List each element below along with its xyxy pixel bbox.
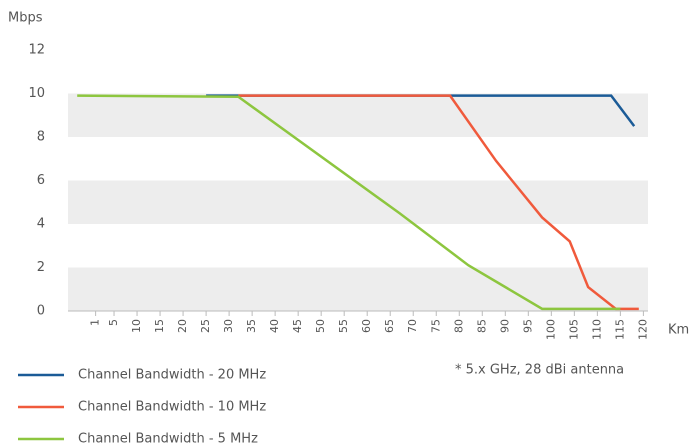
x-tick-label: 65 [383,319,396,333]
x-tick-label: 90 [498,319,511,333]
x-tick-label: 30 [222,319,235,333]
x-tick-label: 75 [429,319,442,333]
x-tick-label: 45 [291,319,304,333]
series-line [77,94,621,311]
y-tick-label: 8 [37,130,45,145]
x-tick-label: 95 [521,319,534,333]
x-tick-label: 105 [567,319,580,340]
y-tick-label: 10 [28,86,45,101]
annotation: * 5.x GHz, 28 dBi antenna [455,363,624,378]
x-tick-label: 10 [130,319,143,333]
x-tick-label: 5 [107,319,120,326]
x-tick-label: 1 [89,319,102,326]
legend-label: Channel Bandwidth - 5 MHz [78,432,258,447]
legend-label: Channel Bandwidth - 20 MHz [78,368,266,383]
x-tick-label: 100 [544,319,557,340]
band [68,180,648,224]
series-line [238,94,639,311]
y-tick-label: 12 [28,43,45,58]
x-tick-label: 50 [314,319,327,333]
y-tick-label: 4 [37,217,45,232]
x-tick-label: 80 [452,319,465,333]
x-tick-label: 115 [613,319,626,340]
band [68,267,648,311]
legend-label: Channel Bandwidth - 10 MHz [78,400,266,415]
x-tick-label: 35 [245,319,258,333]
x-tick-label: 70 [406,319,419,333]
x-tick-label: 60 [360,319,373,333]
x-tick-label: 20 [176,319,189,333]
x-tick-label: 25 [199,319,212,333]
band [68,93,648,137]
y-tick-label: 2 [37,260,45,275]
x-tick-label: 15 [153,319,166,333]
y-axis-label: Mbps [8,11,43,26]
x-tick-label: 110 [590,319,603,340]
x-tick-label: 85 [475,319,488,333]
x-axis-label: Km [668,323,689,338]
y-tick-label: 6 [37,173,45,188]
background-bands [68,93,648,311]
x-tick-label: 55 [337,319,350,333]
x-tick-label: 120 [636,319,649,340]
y-tick-label: 0 [37,304,45,319]
x-tick-label: 40 [268,319,281,333]
